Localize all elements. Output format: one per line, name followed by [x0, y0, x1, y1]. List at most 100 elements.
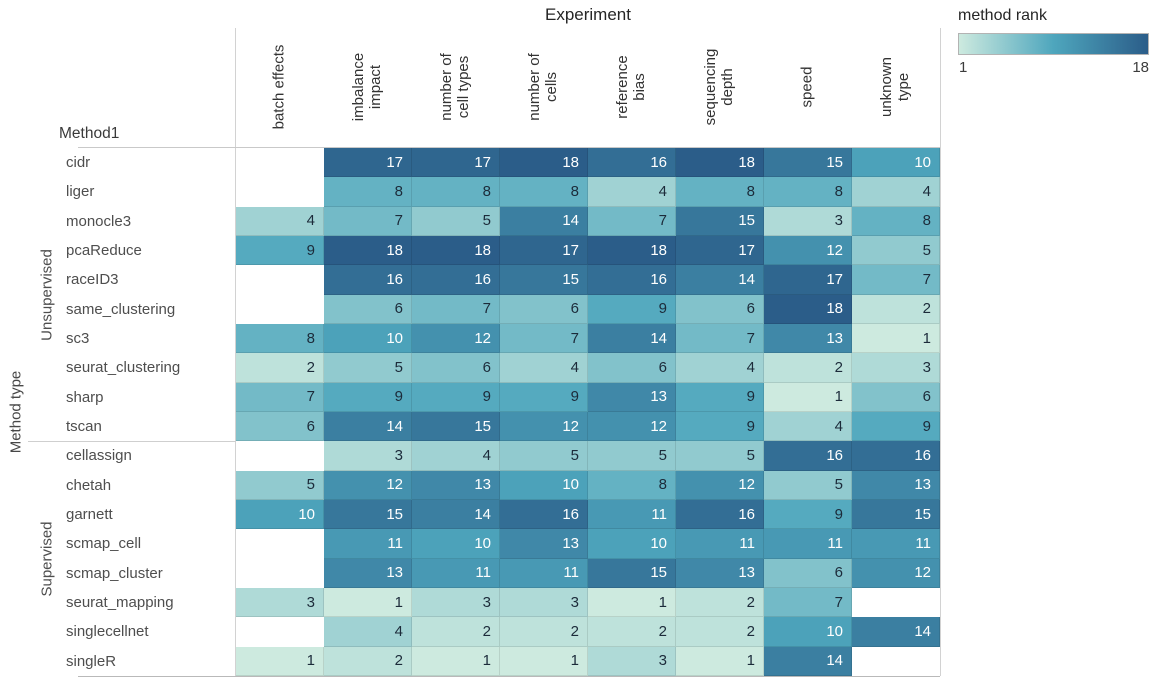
heatmap-cell[interactable]: 3: [852, 353, 940, 383]
heatmap-cell[interactable]: 5: [324, 353, 412, 383]
heatmap-cell[interactable]: 12: [500, 412, 588, 442]
row-label-monocle3[interactable]: monocle3: [66, 212, 132, 230]
row-label-cidr[interactable]: cidr: [66, 154, 91, 172]
heatmap-cell[interactable]: 9: [676, 382, 764, 412]
heatmap-cell[interactable]: [852, 588, 940, 617]
heatmap-cell[interactable]: 16: [412, 265, 500, 295]
heatmap-cell[interactable]: 8: [676, 177, 764, 207]
heatmap-cell[interactable]: 4: [412, 441, 500, 471]
heatmap-cell[interactable]: 9: [676, 412, 764, 442]
heatmap-cell[interactable]: 7: [676, 324, 764, 354]
row-axis-title[interactable]: Method1: [59, 125, 120, 142]
heatmap-cell[interactable]: 9: [588, 294, 676, 324]
row-label-tscan[interactable]: tscan: [66, 418, 102, 436]
heatmap-cell[interactable]: 14: [588, 324, 676, 354]
heatmap-cell[interactable]: 12: [676, 470, 764, 500]
heatmap-cell[interactable]: [236, 295, 324, 324]
heatmap-cell[interactable]: 15: [764, 148, 852, 178]
column-header-speed[interactable]: speed: [798, 66, 816, 108]
heatmap-cell[interactable]: 2: [236, 353, 324, 383]
column-header-number-of-cells[interactable]: number of cells: [526, 53, 560, 121]
heatmap-cell[interactable]: 5: [236, 470, 324, 500]
heatmap-cell[interactable]: 4: [500, 353, 588, 383]
heatmap-cell[interactable]: 8: [852, 206, 940, 236]
heatmap-cell[interactable]: 18: [588, 236, 676, 266]
heatmap-cell[interactable]: 15: [676, 206, 764, 236]
row-label-chetah[interactable]: chetah: [66, 476, 112, 494]
row-label-scmap-cell[interactable]: scmap_cell: [66, 535, 142, 553]
heatmap-cell[interactable]: 5: [500, 441, 588, 471]
heatmap-cell[interactable]: 4: [588, 177, 676, 207]
row-label-seurat-mapping[interactable]: seurat_mapping: [66, 594, 174, 612]
heatmap-cell[interactable]: 17: [764, 265, 852, 295]
heatmap-cell[interactable]: 15: [852, 500, 940, 530]
heatmap-cell[interactable]: 10: [852, 148, 940, 178]
heatmap-cell[interactable]: 13: [324, 558, 412, 588]
heatmap-cell[interactable]: 1: [676, 646, 764, 676]
heatmap-cell[interactable]: [236, 265, 324, 294]
heatmap-cell[interactable]: 2: [500, 617, 588, 647]
heatmap-cell[interactable]: [236, 529, 324, 558]
heatmap-cell[interactable]: 11: [588, 500, 676, 530]
heatmap-cell[interactable]: 12: [852, 558, 940, 588]
heatmap-cell[interactable]: 11: [324, 529, 412, 559]
heatmap-cell[interactable]: 4: [764, 412, 852, 442]
row-label-scmap-cluster[interactable]: scmap_cluster: [66, 564, 163, 582]
heatmap-cell[interactable]: 5: [588, 441, 676, 471]
heatmap-cell[interactable]: 3: [500, 588, 588, 618]
heatmap-cell[interactable]: 13: [588, 382, 676, 412]
heatmap-cell[interactable]: 17: [324, 148, 412, 178]
heatmap-cell[interactable]: 16: [588, 148, 676, 178]
heatmap-cell[interactable]: 4: [236, 206, 324, 236]
heatmap-cell[interactable]: [236, 441, 324, 470]
heatmap-cell[interactable]: 15: [412, 412, 500, 442]
heatmap-cell[interactable]: 8: [412, 177, 500, 207]
heatmap-cell[interactable]: 2: [676, 617, 764, 647]
heatmap-cell[interactable]: 2: [588, 617, 676, 647]
heatmap-cell[interactable]: 10: [500, 470, 588, 500]
heatmap-cell[interactable]: [236, 148, 324, 177]
heatmap-cell[interactable]: 6: [500, 294, 588, 324]
heatmap-cell[interactable]: 14: [764, 646, 852, 676]
heatmap-cell[interactable]: 2: [412, 617, 500, 647]
heatmap-cell[interactable]: 16: [500, 500, 588, 530]
heatmap-cell[interactable]: 17: [676, 236, 764, 266]
heatmap-cell[interactable]: 6: [764, 558, 852, 588]
heatmap-cell[interactable]: 6: [852, 382, 940, 412]
row-label-raceid3[interactable]: raceID3: [66, 271, 119, 289]
heatmap-cell[interactable]: 10: [324, 324, 412, 354]
heatmap-cell[interactable]: 11: [852, 529, 940, 559]
heatmap-cell[interactable]: 7: [852, 265, 940, 295]
heatmap-cell[interactable]: 1: [324, 588, 412, 618]
heatmap-cell[interactable]: 1: [236, 646, 324, 676]
heatmap-cell[interactable]: 14: [676, 265, 764, 295]
heatmap-cell[interactable]: 4: [852, 177, 940, 207]
heatmap-cell[interactable]: 16: [764, 441, 852, 471]
heatmap-cell[interactable]: 18: [324, 236, 412, 266]
heatmap-cell[interactable]: 13: [412, 470, 500, 500]
heatmap-cell[interactable]: 10: [588, 529, 676, 559]
heatmap-cell[interactable]: 15: [588, 558, 676, 588]
row-label-cellassign[interactable]: cellassign: [66, 447, 132, 465]
heatmap-cell[interactable]: 9: [412, 382, 500, 412]
heatmap-cell[interactable]: 7: [764, 588, 852, 618]
column-header-unknown-type[interactable]: unknown type: [878, 56, 912, 118]
heatmap-cell[interactable]: [236, 617, 324, 646]
heatmap-cell[interactable]: 6: [676, 294, 764, 324]
heatmap-cell[interactable]: 16: [324, 265, 412, 295]
heatmap-cell[interactable]: 7: [236, 382, 324, 412]
heatmap-cell[interactable]: 3: [412, 588, 500, 618]
heatmap-cell[interactable]: 8: [236, 324, 324, 354]
heatmap-cell[interactable]: 1: [412, 646, 500, 676]
heatmap-cell[interactable]: 13: [500, 529, 588, 559]
heatmap-cell[interactable]: 8: [500, 177, 588, 207]
heatmap-cell[interactable]: 3: [764, 206, 852, 236]
heatmap-cell[interactable]: 14: [500, 206, 588, 236]
heatmap-cell[interactable]: [236, 177, 324, 206]
row-label-singler[interactable]: singleR: [66, 652, 117, 670]
heatmap-cell[interactable]: 7: [412, 294, 500, 324]
heatmap-cell[interactable]: 12: [412, 324, 500, 354]
heatmap-cell[interactable]: 12: [324, 470, 412, 500]
heatmap-cell[interactable]: 14: [412, 500, 500, 530]
column-header-imbalance-impact[interactable]: imbalance impact: [350, 52, 384, 122]
